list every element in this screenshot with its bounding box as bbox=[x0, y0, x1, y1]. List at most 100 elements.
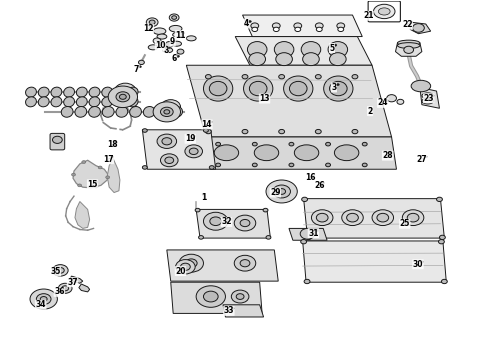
Ellipse shape bbox=[25, 87, 36, 97]
Text: 16: 16 bbox=[305, 173, 315, 182]
Ellipse shape bbox=[61, 107, 73, 117]
Text: 15: 15 bbox=[87, 180, 98, 189]
Circle shape bbox=[216, 163, 220, 167]
Circle shape bbox=[234, 255, 256, 271]
Ellipse shape bbox=[397, 42, 420, 48]
Circle shape bbox=[203, 129, 208, 132]
Ellipse shape bbox=[153, 28, 166, 35]
Circle shape bbox=[302, 197, 308, 202]
Circle shape bbox=[231, 307, 234, 310]
FancyBboxPatch shape bbox=[50, 134, 65, 150]
Circle shape bbox=[231, 290, 249, 303]
Ellipse shape bbox=[102, 87, 113, 97]
Ellipse shape bbox=[102, 97, 113, 107]
Circle shape bbox=[172, 16, 176, 19]
Text: 3: 3 bbox=[331, 83, 337, 92]
Circle shape bbox=[300, 228, 315, 239]
Ellipse shape bbox=[64, 97, 74, 107]
Circle shape bbox=[295, 27, 301, 32]
Circle shape bbox=[161, 42, 164, 45]
Ellipse shape bbox=[378, 8, 390, 15]
Circle shape bbox=[242, 130, 248, 134]
Circle shape bbox=[390, 152, 393, 154]
Text: 2: 2 bbox=[368, 107, 373, 116]
Circle shape bbox=[334, 44, 337, 46]
Circle shape bbox=[115, 141, 118, 143]
Circle shape bbox=[413, 24, 424, 32]
Circle shape bbox=[441, 279, 447, 284]
Circle shape bbox=[252, 27, 258, 32]
Text: 1: 1 bbox=[201, 193, 206, 202]
Circle shape bbox=[75, 279, 78, 281]
Circle shape bbox=[317, 27, 322, 32]
Circle shape bbox=[120, 94, 126, 99]
Ellipse shape bbox=[75, 107, 87, 117]
Circle shape bbox=[196, 286, 225, 307]
Circle shape bbox=[58, 268, 61, 270]
Polygon shape bbox=[289, 228, 327, 240]
Circle shape bbox=[77, 184, 81, 187]
Circle shape bbox=[266, 235, 271, 239]
Circle shape bbox=[139, 60, 145, 64]
Circle shape bbox=[326, 163, 331, 167]
Ellipse shape bbox=[115, 87, 125, 97]
Circle shape bbox=[301, 239, 307, 244]
Text: 27: 27 bbox=[416, 155, 427, 164]
Text: 32: 32 bbox=[221, 217, 232, 226]
Circle shape bbox=[387, 95, 396, 102]
Circle shape bbox=[95, 181, 98, 183]
Circle shape bbox=[36, 294, 51, 305]
Circle shape bbox=[424, 156, 427, 158]
Text: 6: 6 bbox=[172, 54, 177, 63]
Text: 34: 34 bbox=[35, 300, 46, 309]
Polygon shape bbox=[395, 43, 422, 56]
Circle shape bbox=[210, 217, 221, 226]
Polygon shape bbox=[75, 202, 90, 228]
Circle shape bbox=[165, 41, 173, 47]
Circle shape bbox=[437, 197, 442, 202]
Ellipse shape bbox=[284, 76, 313, 101]
Circle shape bbox=[240, 220, 250, 226]
Circle shape bbox=[72, 173, 75, 176]
Circle shape bbox=[372, 210, 393, 226]
Circle shape bbox=[185, 259, 197, 267]
Ellipse shape bbox=[254, 145, 279, 161]
Circle shape bbox=[440, 235, 445, 239]
Circle shape bbox=[342, 210, 363, 226]
Circle shape bbox=[183, 267, 186, 270]
Ellipse shape bbox=[51, 87, 62, 97]
Ellipse shape bbox=[116, 107, 128, 117]
Ellipse shape bbox=[89, 87, 100, 97]
Text: 10: 10 bbox=[155, 41, 166, 50]
Circle shape bbox=[316, 229, 319, 231]
Polygon shape bbox=[73, 160, 108, 188]
Circle shape bbox=[352, 75, 358, 79]
Circle shape bbox=[362, 163, 367, 167]
Ellipse shape bbox=[102, 107, 114, 117]
Circle shape bbox=[337, 23, 344, 29]
Circle shape bbox=[404, 46, 414, 53]
Circle shape bbox=[195, 208, 200, 212]
Ellipse shape bbox=[274, 41, 294, 57]
Ellipse shape bbox=[373, 4, 395, 19]
Text: 22: 22 bbox=[402, 20, 413, 29]
Circle shape bbox=[108, 86, 138, 108]
Circle shape bbox=[316, 75, 321, 79]
Ellipse shape bbox=[209, 81, 227, 96]
Polygon shape bbox=[171, 282, 262, 314]
Circle shape bbox=[294, 23, 302, 29]
Circle shape bbox=[82, 161, 86, 163]
Circle shape bbox=[52, 265, 68, 276]
Circle shape bbox=[279, 75, 285, 79]
Text: 23: 23 bbox=[423, 94, 434, 103]
Polygon shape bbox=[206, 137, 396, 169]
Ellipse shape bbox=[214, 145, 239, 161]
Ellipse shape bbox=[422, 93, 434, 99]
Circle shape bbox=[312, 210, 333, 226]
Circle shape bbox=[203, 291, 218, 302]
Circle shape bbox=[176, 55, 179, 57]
Ellipse shape bbox=[276, 53, 293, 66]
Circle shape bbox=[143, 166, 147, 169]
Ellipse shape bbox=[157, 107, 169, 117]
Circle shape bbox=[251, 23, 259, 29]
